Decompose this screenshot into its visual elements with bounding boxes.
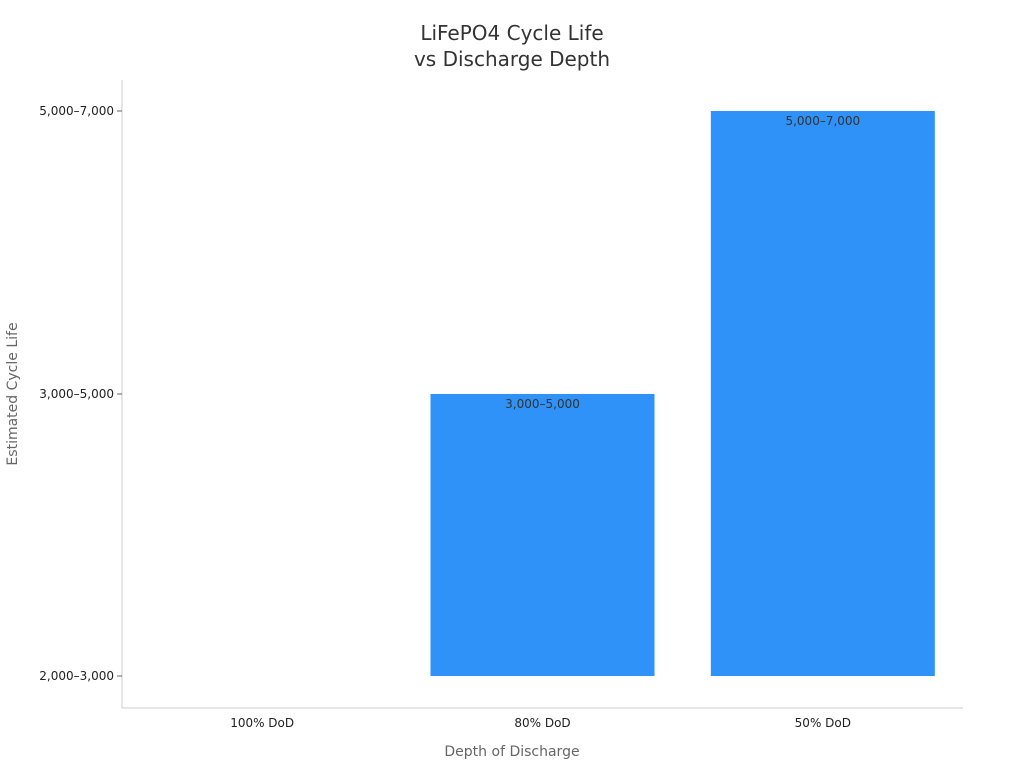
y-axis-title: Estimated Cycle Life: [5, 322, 21, 465]
plot-area: 3,000–5,000 5,000–7,000: [430, 111, 935, 676]
chart-title-line-2: vs Discharge Depth: [414, 47, 610, 71]
y-tick-label: 3,000–5,000: [39, 387, 114, 401]
bar: [710, 111, 935, 676]
bar: [430, 394, 655, 676]
x-tick-label: 50% DoD: [795, 716, 851, 730]
chart-title-line-1: LiFePO4 Cycle Life: [420, 21, 603, 45]
bar-data-label: 5,000–7,000: [785, 114, 860, 128]
x-axis-title: Depth of Discharge: [444, 744, 579, 760]
bar-data-label: 3,000–5,000: [505, 397, 580, 411]
x-tick-label: 100% DoD: [230, 716, 294, 730]
y-tick-label: 2,000–3,000: [39, 669, 114, 683]
x-tick-label: 80% DoD: [514, 716, 570, 730]
y-tick-label: 5,000–7,000: [39, 104, 114, 118]
